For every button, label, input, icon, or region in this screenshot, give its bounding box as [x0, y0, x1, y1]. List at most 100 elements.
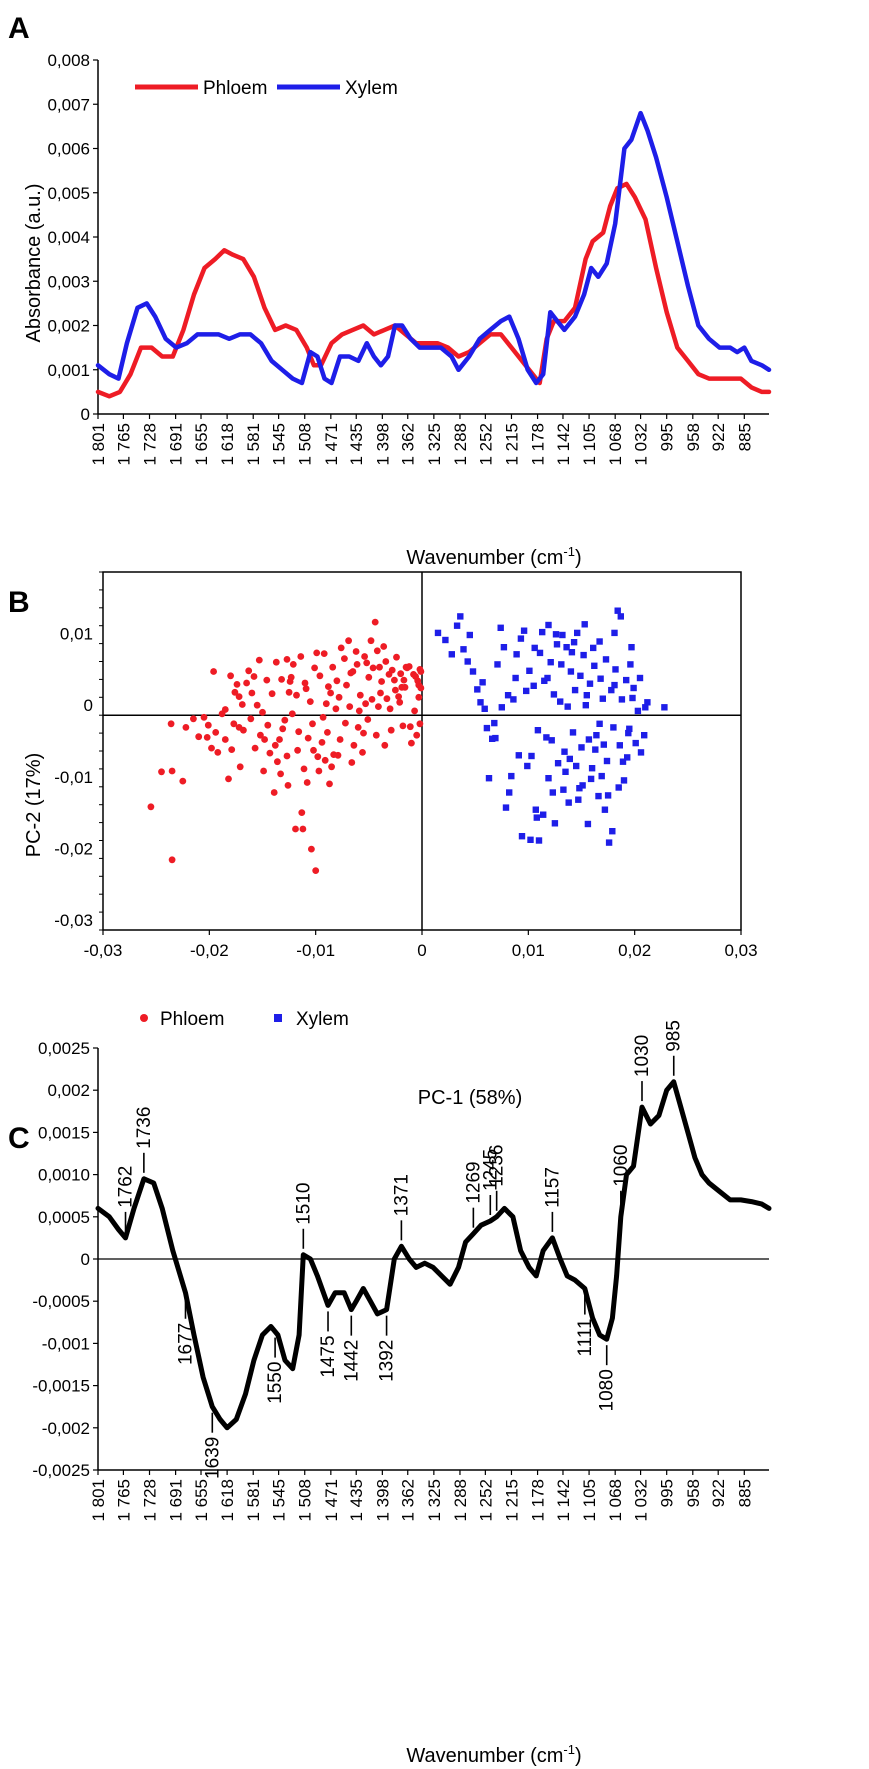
panel-c-x-tick-label: 1 471 — [322, 1479, 341, 1522]
panel-a-x-tick-label: 1 728 — [141, 423, 160, 466]
panel-c-y-tick-label: 0,0015 — [38, 1123, 90, 1142]
legend-label-xylem: Xylem — [345, 78, 398, 99]
scatter-point-xylem — [611, 629, 618, 637]
scatter-point-phloem — [400, 676, 408, 684]
scatter-point-phloem — [168, 856, 176, 864]
scatter-point-xylem — [533, 814, 540, 821]
panel-c-x-tick-label: 1 362 — [399, 1479, 418, 1522]
panel-a-y-tick-label: 0,005 — [47, 184, 90, 203]
panel-a-x-tick-label: 1 362 — [399, 423, 418, 466]
legend-label-xylem-b: Xylem — [296, 1009, 349, 1030]
panel-a-x-tick-label: 1 068 — [606, 423, 625, 466]
scatter-point-phloem — [283, 752, 291, 760]
scatter-point-phloem — [316, 672, 324, 680]
scatter-point-phloem — [225, 775, 232, 783]
scatter-point-phloem — [294, 746, 301, 754]
scatter-point-xylem — [579, 782, 586, 789]
scatter-point-phloem — [332, 705, 340, 713]
scatter-point-xylem — [535, 837, 543, 844]
scatter-point-phloem — [300, 765, 308, 773]
panel-a-x-tick-label: 1 178 — [529, 423, 548, 466]
scatter-point-xylem — [508, 772, 515, 780]
scatter-point-xylem — [544, 674, 551, 682]
scatter-point-phloem — [263, 676, 271, 684]
scatter-point-xylem — [460, 646, 467, 653]
scatter-point-phloem — [247, 715, 255, 723]
scatter-point-phloem — [208, 744, 215, 752]
panel-c-x-tick-label: 1 655 — [192, 1479, 211, 1522]
scatter-point-phloem — [303, 779, 311, 786]
scatter-point-phloem — [393, 653, 400, 661]
scatter-point-phloem — [283, 656, 291, 663]
scatter-point-xylem — [530, 682, 537, 689]
scatter-point-xylem — [552, 631, 560, 638]
panel-a-x-tick-label: 1 142 — [554, 423, 573, 466]
scatter-point-xylem — [590, 644, 597, 652]
scatter-point-phloem — [259, 708, 266, 716]
scatter-point-xylem — [448, 651, 455, 658]
panel-c-x-tick-label: 885 — [735, 1479, 754, 1507]
scatter-point-phloem — [355, 707, 363, 715]
scatter-point-xylem — [466, 631, 473, 639]
scatter-point-xylem — [583, 692, 590, 699]
scatter-point-xylem — [500, 644, 508, 651]
panel-a-x-tick-label: 1 618 — [218, 423, 237, 466]
scatter-point-phloem — [210, 668, 218, 675]
panel-a-y-tick-label: 0,003 — [47, 272, 90, 291]
scatter-point-xylem — [518, 833, 526, 840]
panel-a-x-tick-label: 1 288 — [451, 423, 470, 466]
scatter-point-xylem — [582, 702, 589, 709]
panel-c-y-tick-label: 0,0010 — [38, 1166, 90, 1185]
panel-c-x-tick-label: 1 728 — [141, 1479, 160, 1522]
scatter-point-phloem — [285, 688, 293, 696]
scatter-point-phloem — [383, 695, 391, 703]
scatter-point-phloem — [276, 736, 283, 743]
scatter-point-xylem — [616, 742, 623, 749]
scatter-point-xylem — [563, 644, 570, 651]
panel-a-x-tick-label: 1 691 — [167, 423, 186, 466]
scatter-point-xylem — [536, 649, 544, 657]
scatter-point-xylem — [596, 720, 603, 727]
panel-a-x-tick-label: 1 508 — [296, 423, 315, 466]
scatter-point-phloem — [233, 681, 241, 688]
scatter-point-phloem — [345, 637, 352, 645]
scatter-point-phloem — [289, 661, 297, 668]
panel-a-y-tick-label: 0,007 — [47, 95, 90, 114]
scatter-point-phloem — [179, 777, 187, 785]
scatter-point-xylem — [578, 744, 585, 751]
scatter-point-phloem — [350, 741, 358, 749]
scatter-point-xylem — [574, 629, 581, 637]
scatter-point-phloem — [416, 666, 424, 673]
scatter-point-phloem — [325, 683, 332, 690]
panel-c-x-tick-label: 1 215 — [502, 1479, 521, 1522]
panel-a-y-tick-label: 0,008 — [47, 51, 90, 70]
scatter-point-phloem — [228, 746, 236, 753]
scatter-point-phloem — [264, 721, 272, 729]
scatter-point-phloem — [364, 716, 372, 723]
panel-c-y-tick-label: -0,001 — [42, 1334, 90, 1353]
scatter-point-xylem — [510, 696, 517, 703]
scatter-point-xylem — [584, 820, 592, 828]
panel-a-x-tick-label: 1 765 — [114, 423, 133, 466]
scatter-point-xylem — [575, 796, 582, 803]
scatter-point-xylem — [506, 789, 513, 796]
scatter-point-phloem — [236, 763, 244, 771]
panel-c-x-tick-label: 1 142 — [554, 1479, 573, 1522]
scatter-point-phloem — [396, 698, 404, 706]
scatter-point-xylem — [573, 762, 580, 770]
scatter-point-xylem — [485, 775, 493, 782]
panel-a-y-tick-label: 0 — [81, 405, 90, 424]
panel-b-x-tick-label: -0,01 — [296, 941, 335, 960]
peak-label-1762: 1762 — [116, 1166, 137, 1208]
scatter-point-phloem — [284, 782, 292, 789]
scatter-point-xylem — [477, 699, 484, 706]
panel-a-x-tick-label: 1 105 — [580, 423, 599, 466]
scatter-point-phloem — [288, 710, 296, 718]
scatter-point-phloem — [376, 663, 383, 671]
scatter-point-xylem — [498, 704, 505, 711]
panel-a-x-tick-label: 1 545 — [270, 423, 289, 466]
panel-c-x-tick-label: 1 618 — [218, 1479, 237, 1522]
scatter-point-phloem — [245, 667, 253, 675]
scatter-point-phloem — [255, 656, 263, 664]
scatter-point-xylem — [601, 806, 609, 813]
